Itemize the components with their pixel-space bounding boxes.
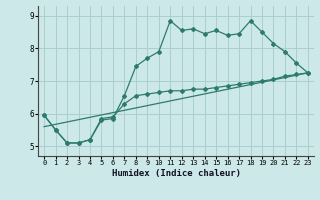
X-axis label: Humidex (Indice chaleur): Humidex (Indice chaleur) [111,169,241,178]
